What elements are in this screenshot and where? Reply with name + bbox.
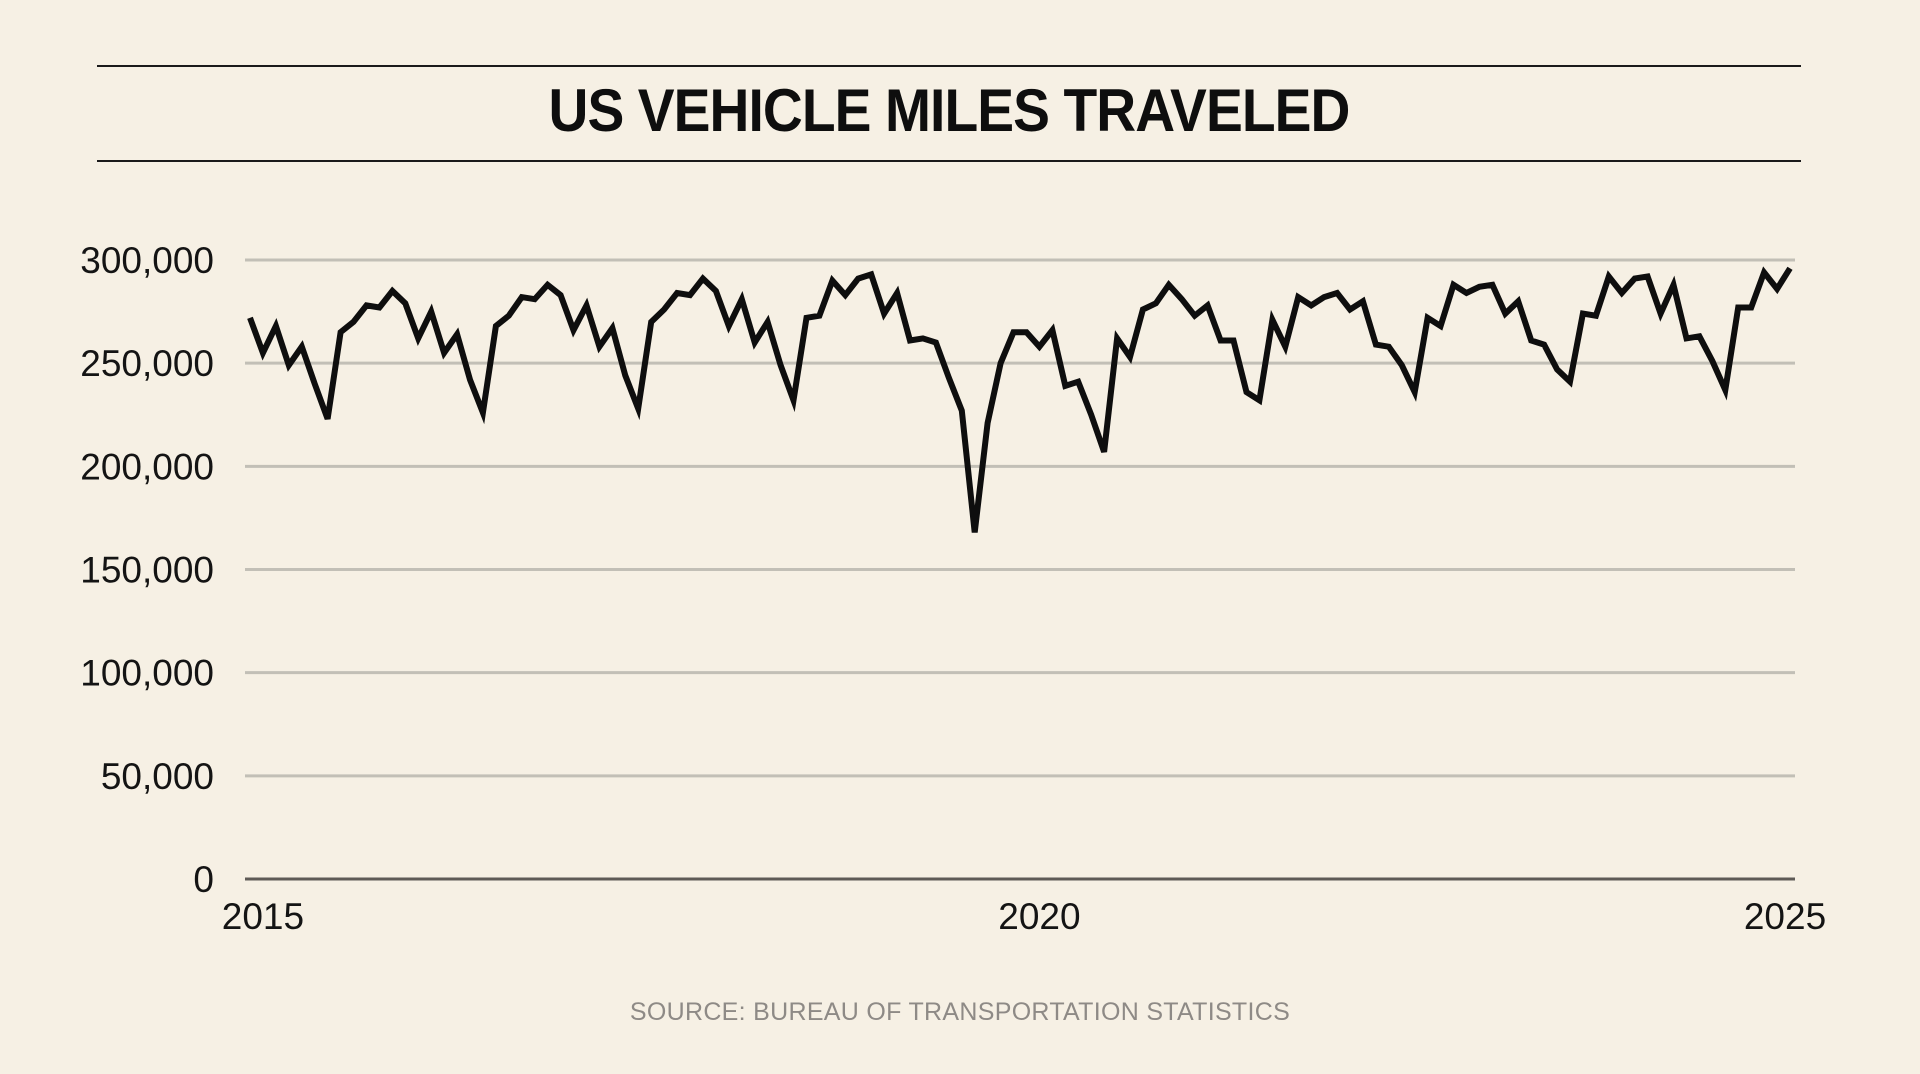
y-tick-label: 0 [193, 859, 214, 900]
x-tick-label: 2015 [222, 896, 304, 937]
y-tick-label: 100,000 [80, 653, 214, 694]
x-tick-label: 2020 [998, 896, 1080, 937]
chart-title: US VEHICLE MILES TRAVELED [548, 77, 1350, 144]
x-tick-label: 2025 [1744, 896, 1826, 937]
title-bottom-rule [97, 160, 1801, 162]
y-tick-label: 150,000 [80, 550, 214, 591]
series-group [247, 266, 1793, 533]
y-tick-label: 50,000 [101, 756, 214, 797]
source-note: SOURCE: BUREAU OF TRANSPORTATION STATIST… [629, 998, 1291, 1026]
y-axis-ticks: 0 50,000 100,000 150,000 200,000 250,000 300,0… [80, 240, 214, 900]
y-tick-label: 300,000 [80, 240, 214, 281]
y-tick-label: 200,000 [80, 446, 214, 487]
gridlines [245, 258, 1795, 881]
series-line-vehicle-miles [247, 266, 1793, 533]
title-top-rule [97, 65, 1801, 67]
x-axis-ticks: 2015 2020 2025 [222, 896, 1826, 937]
y-tick-label: 250,000 [80, 343, 214, 384]
